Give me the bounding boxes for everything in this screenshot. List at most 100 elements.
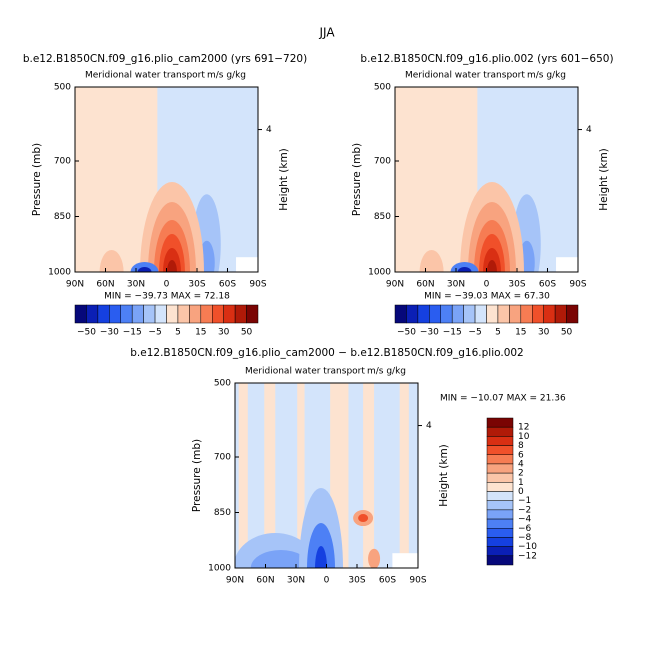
colorbar-box bbox=[486, 518, 514, 529]
contour bbox=[358, 514, 369, 523]
contour bbox=[315, 546, 328, 568]
colorbar-box bbox=[177, 304, 190, 324]
x-tick-label: 0 bbox=[484, 280, 490, 290]
colorbar-box bbox=[154, 304, 167, 324]
colorbar-label: −5 bbox=[148, 328, 161, 338]
y-tick-label: 500 bbox=[214, 379, 231, 389]
units: m/s g/kg bbox=[207, 71, 246, 81]
colorbar-box bbox=[486, 417, 514, 428]
contour bbox=[399, 383, 409, 568]
colorbar-box bbox=[486, 546, 514, 557]
contour bbox=[556, 257, 578, 272]
x-tick-label: 30S bbox=[188, 280, 205, 290]
colorbar-box bbox=[143, 304, 156, 324]
y2-axis-label: Height (km) bbox=[598, 148, 610, 211]
colorbar-box bbox=[463, 304, 476, 324]
colorbar-box bbox=[131, 304, 144, 324]
x-tick-label: 60S bbox=[219, 280, 236, 290]
y-tick-label: 850 bbox=[54, 212, 71, 222]
colorbar-label: −50 bbox=[77, 328, 96, 338]
colorbar-box bbox=[86, 304, 99, 324]
panel-title: b.e12.B1850CN.f09_g16.plio_cam2000 − b.e… bbox=[130, 347, 523, 359]
y-tick-label: 1000 bbox=[368, 268, 391, 278]
colorbar-box bbox=[417, 304, 430, 324]
y2-tick-label: 4 bbox=[266, 125, 272, 135]
colorbar-label: −15 bbox=[443, 328, 462, 338]
colorbar-label: 30 bbox=[218, 328, 230, 338]
colorbar-label: 10 bbox=[518, 432, 530, 442]
colorbar-box bbox=[394, 304, 407, 324]
colorbar-box bbox=[474, 304, 487, 324]
y-axis-label: Pressure (mb) bbox=[31, 143, 43, 216]
y2-axis-label: Height (km) bbox=[278, 148, 290, 211]
x-tick-label: 90S bbox=[569, 280, 586, 290]
contour bbox=[250, 550, 311, 568]
colorbar-label: 30 bbox=[538, 328, 550, 338]
colorbar-label: 2 bbox=[518, 469, 524, 479]
x-tick-label: 30N bbox=[127, 280, 145, 290]
colorbar-box bbox=[486, 509, 514, 520]
contour bbox=[486, 260, 497, 272]
colorbar-label: 0 bbox=[518, 487, 524, 497]
x-tick-label: 90S bbox=[409, 576, 426, 586]
colorbar-box bbox=[486, 472, 514, 483]
contour bbox=[457, 267, 472, 272]
colorbar-box bbox=[189, 304, 202, 324]
panel-title: b.e12.B1850CN.f09_g16.plio_cam2000 (yrs … bbox=[23, 53, 307, 65]
figure-title: JJA bbox=[318, 26, 335, 40]
colorbar-box bbox=[120, 304, 133, 324]
colorbar-label: −6 bbox=[518, 524, 532, 534]
contour bbox=[137, 267, 152, 272]
y-tick-label: 700 bbox=[374, 157, 391, 167]
colorbar-label: −50 bbox=[397, 328, 416, 338]
contour bbox=[363, 383, 375, 568]
colorbar-label: 8 bbox=[518, 441, 524, 451]
x-tick-label: 60N bbox=[256, 576, 274, 586]
contour bbox=[238, 383, 248, 568]
colorbar-box bbox=[429, 304, 441, 324]
colorbar-box bbox=[200, 304, 213, 324]
colorbar-label: 50 bbox=[241, 328, 253, 338]
colorbar-box bbox=[566, 304, 579, 324]
colorbar-box bbox=[486, 454, 514, 465]
contour-field bbox=[75, 87, 258, 272]
panel-title: b.e12.B1850CN.f09_g16.plio.002 (yrs 601−… bbox=[360, 53, 613, 65]
colorbar-box bbox=[451, 304, 464, 324]
colorbar-box bbox=[486, 304, 499, 324]
colorbar-box bbox=[234, 304, 247, 324]
contour bbox=[419, 250, 444, 272]
colorbar-label: 15 bbox=[515, 328, 526, 338]
contour-field bbox=[235, 383, 418, 568]
colorbar-box bbox=[486, 555, 514, 566]
contour bbox=[99, 250, 124, 272]
y2-axis-label: Height (km) bbox=[438, 444, 450, 507]
x-tick-label: 60S bbox=[539, 280, 556, 290]
colorbar-box bbox=[486, 445, 514, 455]
x-tick-label: 90S bbox=[249, 280, 266, 290]
colorbar-label: −1 bbox=[518, 496, 531, 506]
y-tick-label: 700 bbox=[54, 157, 71, 167]
x-tick-label: 30S bbox=[348, 576, 365, 586]
contour bbox=[307, 523, 336, 568]
colorbar-label: −2 bbox=[518, 505, 531, 515]
colorbar-label: 15 bbox=[195, 328, 206, 338]
colorbar-label: 50 bbox=[561, 328, 573, 338]
y-axis-label: Pressure (mb) bbox=[191, 439, 203, 512]
colorbar-box bbox=[486, 482, 514, 492]
variable-name: Meridional water transport bbox=[85, 71, 205, 81]
units: m/s g/kg bbox=[367, 367, 406, 377]
x-tick-label: 0 bbox=[324, 576, 330, 586]
colorbar-label: 4 bbox=[518, 459, 524, 469]
colorbar-box bbox=[486, 436, 514, 446]
x-tick-label: 30S bbox=[508, 280, 525, 290]
contour bbox=[236, 257, 258, 272]
colorbar-label: −30 bbox=[100, 328, 119, 338]
y-tick-label: 500 bbox=[374, 83, 391, 93]
x-tick-label: 90N bbox=[226, 576, 244, 586]
colorbar-label: 5 bbox=[175, 328, 181, 338]
x-tick-label: 30N bbox=[287, 576, 305, 586]
colorbar-box bbox=[509, 304, 522, 324]
colorbar-box bbox=[166, 304, 179, 324]
colorbar-label: −12 bbox=[518, 551, 537, 561]
